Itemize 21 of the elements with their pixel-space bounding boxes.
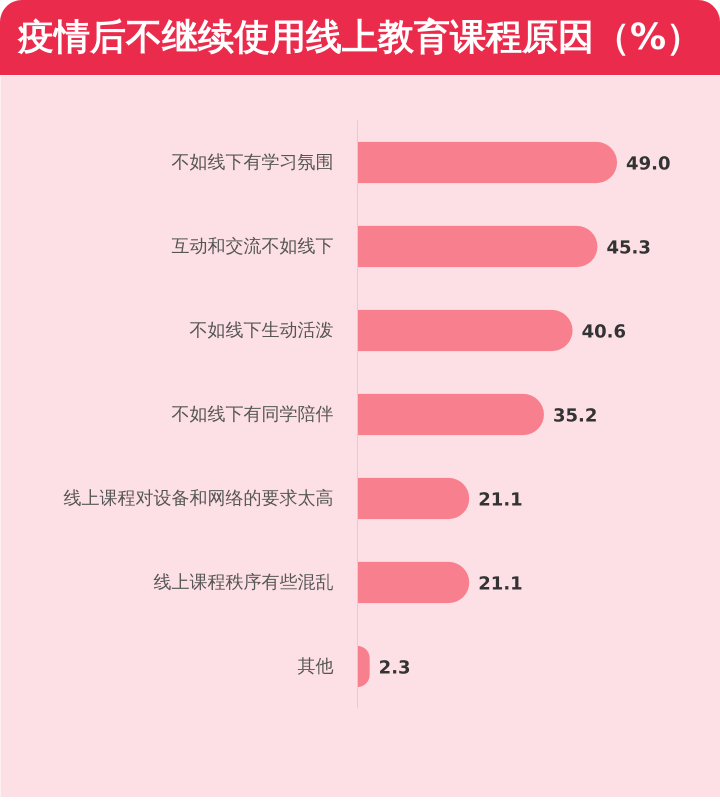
data-label: 40.6: [582, 322, 626, 342]
y-tick-label: 线上课程对设备和网络的要求太高: [64, 488, 334, 509]
y-tick-label: 不如线下有同学陪伴: [172, 404, 334, 425]
y-tick-label: 其他: [298, 656, 334, 677]
data-label: 35.2: [552, 406, 598, 426]
data-label: 45.3: [606, 238, 651, 258]
y-tick-label: 不如线下生动活泼: [190, 320, 334, 341]
chart-title: 疫情后不继续使用线上教育课程原因（%）: [18, 16, 702, 60]
bar: [358, 478, 470, 520]
bar: [358, 310, 573, 352]
data-label: 49.0: [626, 154, 670, 174]
y-tick-label: 互动和交流不如线下: [172, 236, 334, 257]
y-tick-label: 线上课程秩序有些混乱: [154, 572, 334, 593]
data-label: 2.3: [378, 658, 411, 678]
bar: [358, 394, 544, 436]
bar: [358, 226, 598, 268]
data-label: 21.1: [478, 574, 523, 594]
y-tick-label: 不如线下有学习氛围: [172, 152, 334, 173]
bar: [358, 142, 618, 184]
bar: [358, 562, 470, 604]
data-label: 21.1: [478, 490, 523, 510]
